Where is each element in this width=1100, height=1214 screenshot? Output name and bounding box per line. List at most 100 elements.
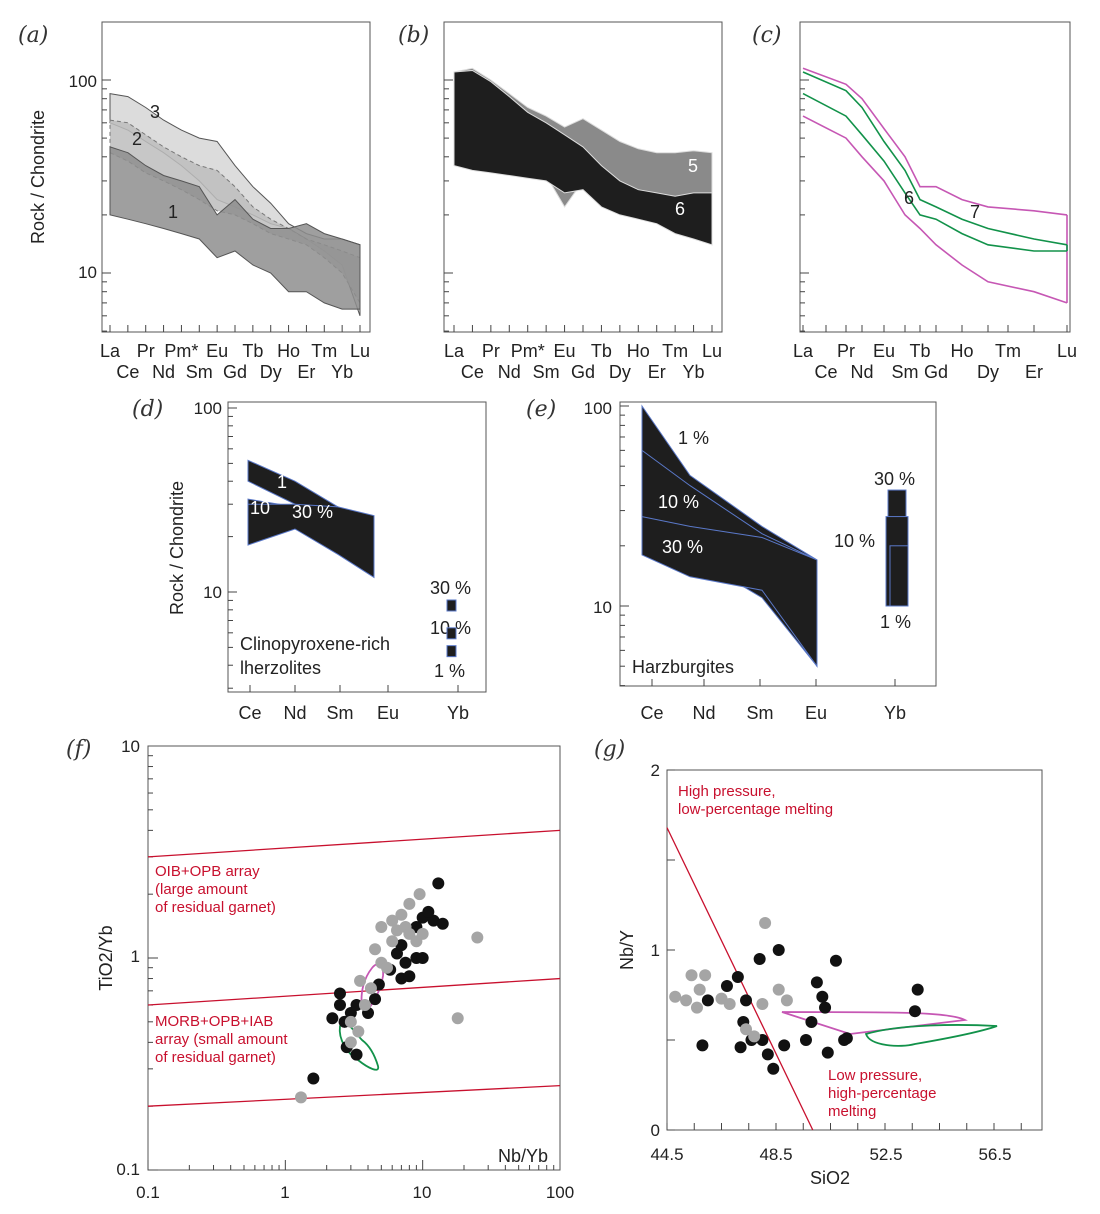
point-gray-12 [772, 983, 785, 996]
point-gray-16 [375, 921, 388, 934]
axis-ticks-d [228, 407, 237, 689]
point-gray-2 [685, 969, 698, 982]
band-label-2: 2 [132, 129, 142, 149]
low-pressure-label-2: high-percentage [828, 1085, 936, 1102]
x-tick-label-b-Yb: Yb [683, 362, 705, 382]
point-black-12 [778, 1039, 791, 1052]
x-tick-label-e-Nd: Nd [692, 703, 715, 723]
low-pressure-label-1: Low pressure, [828, 1067, 922, 1084]
point-gray-0 [669, 990, 682, 1003]
point-black-4 [734, 1041, 747, 1054]
melt-band-30 % [247, 503, 375, 579]
band-label-c-6: 6 [904, 188, 914, 208]
x-tick-label-48.5-g: 48.5 [759, 1145, 792, 1164]
morb-array-label-1: MORB+OPB+IAB [155, 1013, 273, 1030]
point-gray-2 [358, 999, 371, 1012]
ree-line-upper-6 [802, 71, 1068, 246]
y-tick-label-1-g: 1 [651, 941, 660, 960]
point-gray-19 [451, 1012, 464, 1025]
x-tick-label-a-Gd: Gd [223, 362, 247, 382]
y-tick-label-0.1-f: 0.1 [116, 1160, 140, 1179]
x-axis-label-f: Nb/Yb [498, 1146, 548, 1166]
y-tick-label-10-e: 10 [593, 598, 612, 617]
annotation-e: Harzburgites [632, 657, 734, 677]
point-gray-20 [471, 931, 484, 944]
x-tick-label-b-La: La [444, 341, 465, 361]
ree-line-lower-6 [802, 92, 1067, 252]
panel-label-g: (g) [594, 737, 625, 762]
yb-marker-30 % [446, 599, 457, 612]
point-black-11 [772, 944, 785, 956]
point-gray-18 [386, 914, 399, 927]
array-line-2 [147, 977, 561, 1006]
point-black-13 [799, 1034, 812, 1046]
point-gray-4 [352, 1025, 365, 1038]
point-gray-14 [403, 897, 416, 910]
band-label-3: 3 [150, 102, 160, 122]
x-tick-label-a-Lu: Lu [350, 341, 370, 361]
band-label-6: 6 [675, 199, 685, 219]
x-tick-label-0.1-f: 0.1 [136, 1183, 160, 1202]
point-black-0 [696, 1039, 709, 1052]
point-gray-11 [759, 917, 772, 929]
x-tick-label-56.5-g: 56.5 [978, 1145, 1011, 1164]
band-label-5: 5 [688, 156, 698, 176]
y-tick-label-10-f: 10 [121, 737, 140, 756]
annotation-d-line1: Clinopyroxene-rich [240, 634, 390, 654]
x-tick-label-a-Nd: Nd [152, 362, 175, 382]
x-tick-label-10-f: 10 [413, 1183, 432, 1202]
melt-band-30 % [641, 515, 818, 668]
melt-label-d-30: 30 % [292, 502, 333, 522]
y-tick-label-100-e: 100 [584, 399, 612, 418]
yb-label-d-30: 30 % [430, 578, 471, 598]
point-gray-1 [680, 994, 693, 1007]
y-tick-label-100-d: 100 [194, 399, 222, 418]
x-tick-label-e-Ce: Ce [640, 703, 663, 723]
point-black-12 [399, 956, 412, 969]
axis-ticks-a [102, 79, 111, 332]
point-black-3 [326, 1012, 339, 1025]
x-tick-label-c-Pr: Pr [837, 341, 855, 361]
melt-label-e-1: 1 % [678, 428, 709, 448]
x-tick-label-c-La: La [793, 341, 814, 361]
melt-label-e-30: 30 % [662, 537, 703, 557]
band-label-1: 1 [168, 202, 178, 222]
point-gray-21 [381, 961, 394, 974]
melt-bands-e [641, 404, 818, 668]
ree-bands-a [109, 93, 361, 316]
melt-label-e-10: 10 % [658, 492, 699, 512]
y-axis-label-d: Rock / Chondrite [167, 481, 187, 615]
yb-marker-10 % [446, 627, 457, 640]
point-black-1 [333, 987, 346, 1000]
x-tick-label-1-f: 1 [280, 1183, 289, 1202]
panel-g: (g) 44.5 48.5 52.5 56.5 0 1 2 SiO2 Nb/Y … [594, 737, 1043, 1188]
panel-d: (d) 100 10 Rock / Chondrite 1 10 30 % 30… [132, 397, 487, 723]
ree-band-1 [109, 146, 361, 310]
panel-label-e: (e) [526, 397, 556, 422]
x-tick-label-e-Yb: Yb [884, 703, 906, 723]
panel-label-a: (a) [18, 23, 48, 48]
high-pressure-label-1: High pressure, [678, 783, 776, 800]
x-tick-label-a-Eu: Eu [206, 341, 228, 361]
scatter-f [147, 755, 561, 1171]
point-gray-8 [740, 1023, 753, 1036]
x-tick-labels-e: Ce Nd Sm Eu Yb [640, 679, 906, 723]
x-tick-label-b-Ho: Ho [627, 341, 650, 361]
x-tick-label-b-Tm: Tm [662, 341, 688, 361]
point-gray-7 [723, 998, 736, 1010]
ree-bands-b [453, 67, 713, 246]
point-black-23 [911, 983, 924, 996]
plot-frame-a [101, 21, 371, 333]
point-black-18 [821, 1046, 834, 1059]
panel-label-b: (b) [398, 23, 429, 48]
panel-label-d: (d) [132, 397, 163, 422]
x-tick-label-b-Pm*: Pm* [511, 341, 545, 361]
point-black-2 [720, 980, 733, 992]
point-black-15 [416, 952, 429, 964]
point-black-14 [805, 1016, 818, 1028]
x-tick-label-a-Pm*: Pm* [164, 341, 198, 361]
point-gray-9 [748, 1030, 761, 1043]
point-black-15 [810, 976, 823, 989]
annotation-d-line2: lherzolites [240, 658, 321, 678]
